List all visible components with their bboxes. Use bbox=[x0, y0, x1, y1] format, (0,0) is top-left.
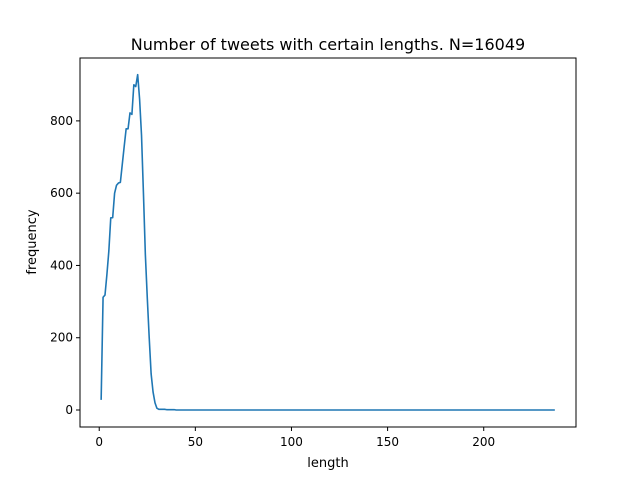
x-tick-label: 150 bbox=[376, 435, 399, 449]
x-axis-label: length bbox=[307, 456, 348, 471]
y-tick-label: 400 bbox=[50, 258, 73, 272]
x-tick-label: 0 bbox=[95, 435, 103, 449]
y-axis-label: frequency bbox=[25, 209, 40, 275]
y-axis-ticks: 0 200 400 600 800 bbox=[50, 114, 80, 417]
chart-title: Number of tweets with certain lengths. N… bbox=[131, 35, 525, 54]
x-tick-label: 50 bbox=[188, 435, 203, 449]
y-tick-label: 0 bbox=[65, 403, 73, 417]
plot-area bbox=[100, 73, 555, 411]
x-tick-label: 100 bbox=[280, 435, 303, 449]
series-line-0 bbox=[100, 73, 555, 411]
x-axis-ticks: 0 50 100 150 200 bbox=[95, 427, 495, 449]
y-tick-label: 600 bbox=[50, 186, 73, 200]
y-tick-label: 800 bbox=[50, 114, 73, 128]
axes-frame bbox=[79, 57, 577, 428]
y-tick-label: 200 bbox=[50, 331, 73, 345]
x-tick-label: 200 bbox=[472, 435, 495, 449]
